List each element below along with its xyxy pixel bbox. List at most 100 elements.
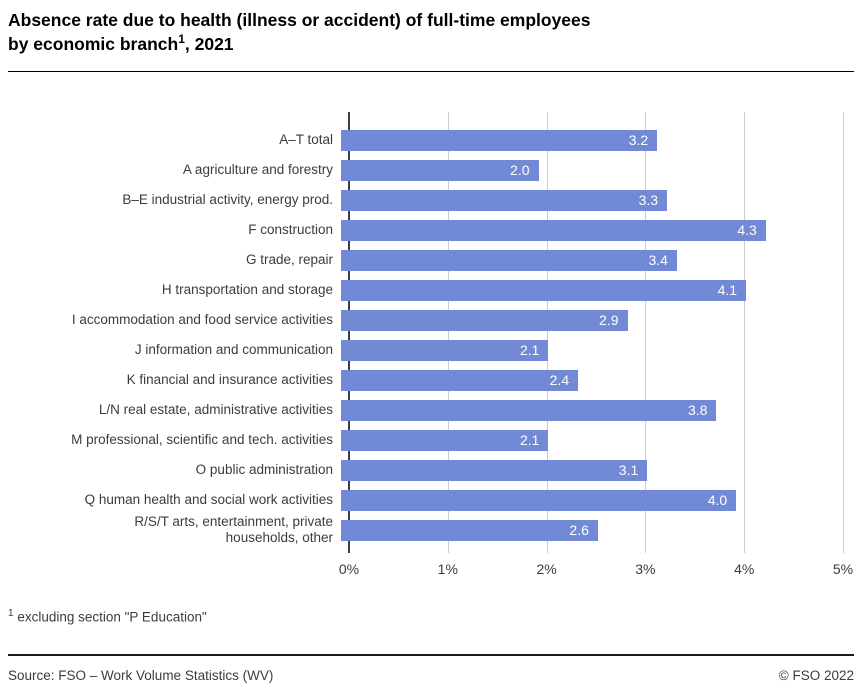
bar: 2.1 [341,429,549,451]
copyright-text: © FSO 2022 [778,668,854,683]
chart-row: A agriculture and forestry 2.0 [0,155,843,185]
bar-area: 2.1 [341,425,835,455]
bar-area: 3.2 [341,125,835,155]
x-tick-label: 1% [437,561,458,577]
footnote: 1 excluding section "P Education" [8,608,207,625]
bar-value-label: 3.4 [648,252,668,268]
title-line2: by economic branch [8,33,179,54]
category-label: B–E industrial activity, energy prod. [122,192,333,208]
footnote-marker: 1 [8,608,14,619]
bar-area: 2.0 [341,155,835,185]
chart-gridlines [348,112,844,553]
bar-area: 3.4 [341,245,835,275]
x-axis: 0% 1% 2% 3% 4% 5% [339,553,853,577]
bar: 3.4 [341,249,677,271]
bar-value-label: 2.1 [520,342,540,358]
bar-area: 3.8 [341,395,835,425]
gridline [744,112,746,553]
bar-value-label: 2.9 [599,312,619,328]
bar: 2.6 [341,519,598,541]
source-text: Source: FSO – Work Volume Statistics (WV… [8,668,274,683]
bar-value-label: 3.8 [687,402,708,418]
category-label: G trade, repair [245,252,333,268]
gridline [843,112,844,553]
bar: 4.3 [341,219,766,241]
category-label: J information and communication [134,342,333,358]
bar-area: 2.4 [341,365,835,395]
gridline [447,112,449,553]
bar: 3.2 [341,129,658,151]
bar-value-label: 2.6 [569,522,589,538]
bar: 2.4 [341,369,579,391]
title-line2-suffix: , 2021 [184,33,234,54]
chart-row: J information and communication 2.1 [0,335,843,365]
x-tick-label: 0% [338,561,360,577]
category-label: O public administration [195,462,333,478]
x-tick-label: 5% [832,561,854,577]
chart-row: K financial and insurance activities 2.4 [0,365,843,395]
bar: 4.0 [341,489,737,511]
rows: A–T total 3.2 A agriculture and forestry 2.… [0,125,843,545]
bar-area: 4.3 [341,215,835,245]
category-label: Q human health and social work activitie… [84,492,333,508]
chart-row: H transportation and storage 4.1 [0,275,843,305]
title-line1: Absence rate due to health (illness or a… [8,10,591,30]
chart-row: I accommodation and food service activit… [0,305,843,335]
bar-chart: A–T total 3.2 A agriculture and forestry 2.… [0,112,844,553]
bar: 3.8 [341,399,717,421]
category-label: I accommodation and food service activit… [71,312,333,328]
bar-value-label: 4.3 [737,222,757,238]
bar-area: 2.1 [341,335,835,365]
bar-area: 4.1 [341,275,835,305]
category-label: K financial and insurance activities [126,372,333,388]
category-label: M professional, scientific and tech. act… [71,432,333,448]
bar: 3.1 [341,459,648,481]
x-tick-label: 4% [734,561,755,577]
chart-row: B–E industrial activity, energy prod. 3.3 [0,185,843,215]
category-label: F construction [248,222,333,238]
footnote-text: excluding section "P Education" [13,609,207,625]
category-label: L/N real estate, administrative activiti… [98,402,333,418]
bar-value-label: 3.3 [638,192,659,208]
gridline [546,112,548,553]
bar-value-label: 3.2 [628,132,649,148]
page-title: Absence rate due to health (illness or a… [8,9,854,56]
bar-value-label: 2.0 [510,162,530,178]
chart-row: M professional, scientific and tech. act… [0,425,843,455]
bar: 3.3 [341,189,668,211]
x-tick-label: 2% [536,561,557,577]
category-label: H transportation and storage [161,282,333,298]
chart-row: G trade, repair 3.4 [0,245,843,275]
bar-area: 3.3 [341,185,835,215]
bar-value-label: 4.0 [707,492,728,508]
title-divider [8,71,854,72]
chart-row: A–T total 3.2 [0,125,843,155]
chart-row: L/N real estate, administrative activiti… [0,395,843,425]
bar-value-label: 3.1 [618,462,639,478]
chart-row: Q human health and social work activitie… [0,485,843,515]
bar: 2.1 [341,339,549,361]
chart-row: F construction 4.3 [0,215,843,245]
bar-value-label: 4.1 [717,282,738,298]
bar-area: 3.1 [341,455,835,485]
x-tick-label: 3% [635,561,656,577]
bar-area: 2.9 [341,305,835,335]
bar: 4.1 [341,279,747,301]
chart-header: Absence rate due to health (illness or a… [8,9,854,56]
category-label: A agriculture and forestry [182,162,333,178]
chart-row: O public administration 3.1 [0,455,843,485]
bar: 2.9 [341,309,628,331]
gridline [645,112,647,553]
chart-row: R/S/T arts, entertainment, private house… [0,514,843,545]
category-label: R/S/T arts, entertainment, private house… [134,514,333,545]
footer: Source: FSO – Work Volume Statistics (WV… [8,654,854,683]
title-footnote-marker: 1 [178,32,185,47]
bar-value-label: 2.1 [520,432,540,448]
category-label: A–T total [279,132,333,148]
bar-area: 2.6 [341,515,835,545]
bar-value-label: 2.4 [549,372,570,388]
bar: 2.0 [341,159,539,181]
bar-area: 4.0 [341,485,835,515]
zero-axis-line [348,112,350,553]
